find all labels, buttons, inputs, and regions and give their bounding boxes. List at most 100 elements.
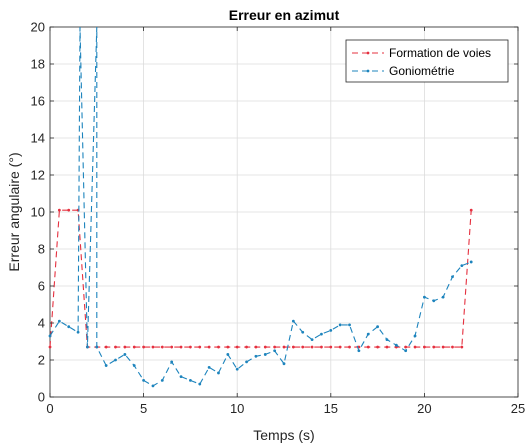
ticks: 0 5 10 15 20 25 0 2 4 6 8 10 12 14 16 18 20 (31, 20, 526, 417)
data-point-goniometrie (76, 330, 80, 334)
data-point-goniometrie (282, 362, 286, 366)
data-point-formation-de-voies (207, 345, 211, 349)
data-point-formation-de-voies (104, 345, 108, 349)
data-point-goniometrie (254, 354, 258, 358)
data-point-formation-de-voies (245, 345, 248, 349)
legend-entries: Formation de voies Goniométrie (352, 46, 491, 78)
data-point-formation-de-voies (338, 345, 342, 349)
data-point-goniometrie (357, 349, 361, 353)
data-point-formation-de-voies (142, 345, 146, 349)
data-point-goniometrie (320, 332, 323, 336)
data-point-formation-de-voies (423, 345, 426, 349)
data-point-goniometrie (394, 343, 398, 347)
data-point-formation-de-voies (385, 345, 389, 349)
data-point-goniometrie (86, 345, 89, 349)
data-point-formation-de-voies (160, 345, 164, 349)
data-point-formation-de-voies (376, 345, 379, 349)
data-point-formation-de-voies (348, 345, 351, 349)
y-axis-label: Erreur angulaire (°) (6, 152, 22, 271)
y-tick-label: 18 (31, 57, 45, 72)
y-tick-label: 4 (38, 316, 45, 331)
data-point-goniometrie (235, 367, 239, 371)
data-point-goniometrie (207, 366, 211, 369)
data-point-goniometrie (57, 319, 61, 323)
data-point-goniometrie (404, 349, 408, 353)
y-tick-label: 12 (31, 168, 45, 183)
series-line-formation-de-voies (49, 209, 472, 348)
data-point-goniometrie (451, 275, 454, 279)
data-point-formation-de-voies (469, 208, 473, 212)
data-point-goniometrie (114, 358, 117, 362)
data-point-goniometrie (329, 329, 333, 332)
data-point-goniometrie (151, 384, 155, 388)
data-point-formation-de-voies (432, 345, 436, 349)
data-point-formation-de-voies (67, 208, 71, 212)
data-point-goniometrie (48, 334, 52, 338)
data-point-goniometrie (132, 364, 136, 367)
data-point-goniometrie (170, 360, 174, 364)
y-tick-label: 8 (38, 242, 45, 257)
data-point-formation-de-voies (123, 345, 127, 349)
data-point-formation-de-voies (226, 345, 230, 349)
x-tick-label: 0 (46, 401, 53, 416)
legend: Formation de voies Goniométrie (345, 39, 509, 83)
grid (49, 26, 519, 398)
data-point-formation-de-voies (404, 345, 408, 349)
legend-marker-formation-de-voies (366, 51, 370, 55)
data-point-goniometrie (338, 323, 342, 327)
data-point-goniometrie (310, 338, 314, 342)
legend-label-goniometrie: Goniométrie (389, 64, 455, 78)
legend-box (345, 39, 509, 83)
data-point-goniometrie (432, 299, 436, 303)
data-point-goniometrie (366, 332, 370, 336)
data-point-formation-de-voies (460, 345, 464, 349)
data-point-formation-de-voies (301, 345, 305, 349)
data-point-goniometrie (348, 323, 351, 327)
chart-title: Erreur en azimut (229, 7, 340, 23)
x-tick-label: 25 (511, 401, 525, 416)
data-point-formation-de-voies (48, 345, 52, 349)
x-tick-label: 10 (230, 401, 244, 416)
legend-label-formation-de-voies: Formation de voies (389, 46, 491, 60)
data-point-goniometrie (160, 378, 164, 382)
series-line-goniometrie (49, 26, 472, 387)
y-tick-label: 16 (31, 94, 45, 109)
data-point-goniometrie (385, 338, 389, 342)
legend-marker-goniometrie (366, 69, 370, 73)
data-point-formation-de-voies (441, 345, 445, 349)
data-point-formation-de-voies (282, 345, 286, 349)
data-point-goniometrie (104, 364, 108, 367)
data-point-goniometrie (189, 378, 192, 382)
x-axis-label: Temps (s) (253, 427, 314, 443)
data-point-formation-de-voies (320, 345, 323, 349)
data-point-goniometrie (423, 295, 426, 299)
y-tick-label: 20 (31, 20, 45, 35)
x-tick-label: 20 (417, 401, 431, 416)
data-point-goniometrie (376, 325, 379, 329)
y-tick-label: 6 (38, 279, 45, 294)
data-point-formation-de-voies (151, 345, 155, 349)
data-point-goniometrie (291, 319, 295, 323)
data-point-formation-de-voies (366, 345, 370, 349)
data-point-formation-de-voies (329, 345, 333, 349)
data-point-goniometrie (441, 295, 445, 299)
data-point-formation-de-voies (198, 345, 202, 349)
data-point-goniometrie (413, 334, 417, 338)
y-tick-label: 2 (38, 353, 45, 368)
data-point-goniometrie (67, 325, 71, 329)
data-point-formation-de-voies (273, 345, 277, 349)
data-point-goniometrie (245, 360, 248, 364)
data-point-goniometrie (226, 353, 230, 356)
data-point-goniometrie (217, 371, 220, 375)
data-point-formation-de-voies (254, 345, 258, 349)
data-point-goniometrie (198, 382, 202, 386)
data-point-formation-de-voies (114, 345, 117, 349)
data-point-goniometrie (469, 260, 473, 264)
x-tick-label: 5 (140, 401, 147, 416)
series-layer (48, 26, 473, 388)
data-point-formation-de-voies (310, 345, 314, 349)
data-point-goniometrie (142, 378, 146, 382)
data-point-formation-de-voies (263, 345, 267, 349)
data-point-goniometrie (273, 349, 277, 353)
y-tick-label: 0 (38, 390, 45, 405)
